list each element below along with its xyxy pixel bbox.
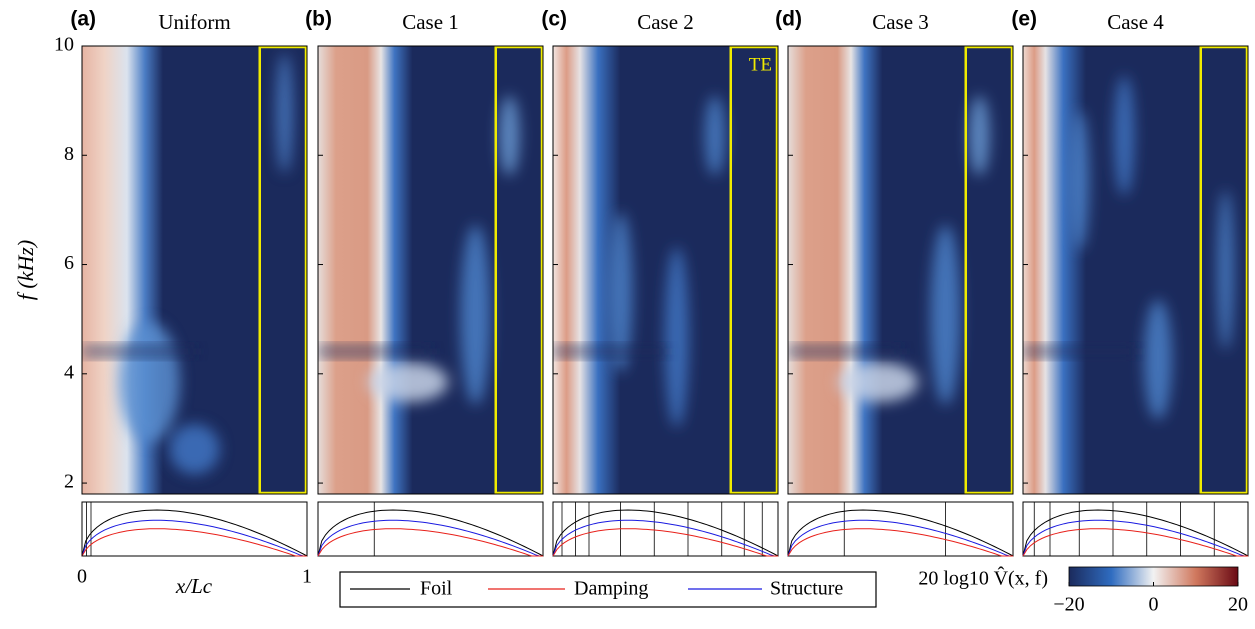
panel-title: Case 2: [637, 10, 694, 34]
heatmap: [82, 46, 307, 494]
x-tick-label: 1: [302, 566, 312, 588]
damping-curve: [788, 529, 1013, 556]
panel-label: (e): [1011, 8, 1037, 31]
heatmap-band: [1023, 346, 1136, 356]
legend-label: Damping: [574, 578, 648, 600]
geometry-frame: [318, 502, 543, 556]
heatmap-feature: [170, 424, 220, 474]
panel-label: (b): [305, 8, 332, 31]
panel-title: Case 4: [1107, 10, 1164, 34]
panel-label: (d): [775, 8, 802, 31]
heatmap-feature: [368, 362, 448, 402]
y-tick-label: 4: [64, 361, 74, 383]
x-tick-label: 0: [77, 566, 87, 588]
heatmap-feature: [1218, 190, 1234, 350]
colorbar-label: 20 log10 V̂(x, f): [918, 566, 1048, 590]
heatmap-feature: [499, 96, 519, 176]
panel-title: Uniform: [158, 10, 230, 34]
heatmap: [1023, 46, 1248, 494]
y-tick-label: 10: [54, 34, 74, 56]
heatmap-feature: [277, 53, 293, 173]
panel-title: Case 3: [872, 10, 929, 34]
y-axis-label: f (kHz): [13, 240, 38, 300]
heatmap-feature: [969, 96, 989, 176]
y-tick-label: 2: [64, 471, 74, 493]
heatmap-base: [1023, 46, 1248, 494]
damping-curve: [82, 529, 307, 556]
geometry-frame: [788, 502, 1013, 556]
heatmap: [788, 46, 1013, 494]
heatmap-band: [318, 346, 431, 356]
structure-curve: [82, 520, 307, 556]
heatmap-band: [82, 346, 195, 356]
panel-label: (c): [541, 8, 567, 31]
heatmap-feature: [120, 322, 180, 442]
heatmap-feature: [705, 96, 725, 176]
heatmap: [318, 46, 543, 494]
heatmap-feature: [665, 247, 689, 427]
y-tick-label: 8: [64, 143, 74, 165]
colorbar-tick-label: 0: [1149, 594, 1159, 616]
x-axis-label: x/Lc: [175, 574, 213, 598]
panel-title: Case 1: [402, 10, 459, 34]
colorbar-tick-label: −20: [1053, 594, 1084, 616]
y-tick-label: 6: [64, 252, 74, 274]
geometry-frame: [82, 502, 307, 556]
heatmap-base: [553, 46, 778, 494]
heatmap-feature: [1069, 110, 1089, 250]
figure: f (kHz) x/Lc 20 log10 V̂(x, f) (a) Unifor…: [0, 0, 1255, 624]
heatmap: [553, 46, 778, 494]
heatmap-band: [553, 346, 666, 356]
heatmap-band: [788, 346, 901, 356]
structure-curve: [788, 520, 1013, 556]
damping-curve: [318, 529, 543, 556]
colorbar-tick-label: 20: [1228, 594, 1248, 616]
panel-label: (a): [70, 8, 96, 31]
legend-label: Structure: [770, 578, 843, 600]
heatmap-feature: [1144, 300, 1172, 420]
heatmap-feature: [1114, 76, 1134, 196]
heatmap-feature: [461, 225, 491, 405]
structure-curve: [318, 520, 543, 556]
legend-label: Foil: [420, 578, 453, 600]
heatmap-feature: [838, 362, 918, 402]
annotation: TE: [749, 54, 772, 75]
heatmap-feature: [931, 225, 961, 405]
